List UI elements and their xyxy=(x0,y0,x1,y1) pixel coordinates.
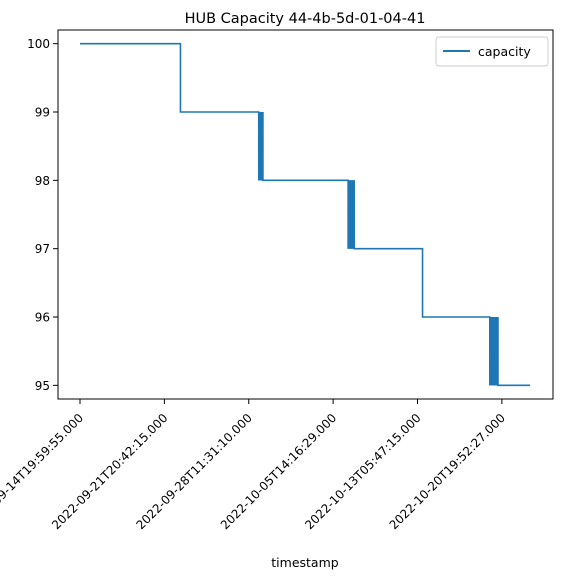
chart-title: HUB Capacity 44-4b-5d-01-04-41 xyxy=(185,11,426,27)
series-layer xyxy=(80,42,530,387)
y-tick-label: 97 xyxy=(35,242,50,256)
legend-entry-capacity: capacity xyxy=(478,44,531,59)
y-tick-label: 99 xyxy=(35,106,50,120)
plot-border xyxy=(57,29,554,400)
x-axis: 2022-09-14T19:59:55.0002022-09-21T20:42:… xyxy=(0,399,508,532)
y-axis: 95 96 97 98 99 100 xyxy=(27,37,58,393)
y-tick-label: 96 xyxy=(35,311,50,325)
legend: capacity xyxy=(435,36,549,67)
y-tick-label: 100 xyxy=(27,37,50,51)
y-tick-label: 95 xyxy=(35,379,50,393)
plot-area xyxy=(58,30,553,399)
legend-box xyxy=(435,36,549,67)
series-line-capacity xyxy=(80,42,530,387)
x-axis-label: timestamp xyxy=(271,555,338,570)
y-tick-label: 98 xyxy=(35,174,50,188)
